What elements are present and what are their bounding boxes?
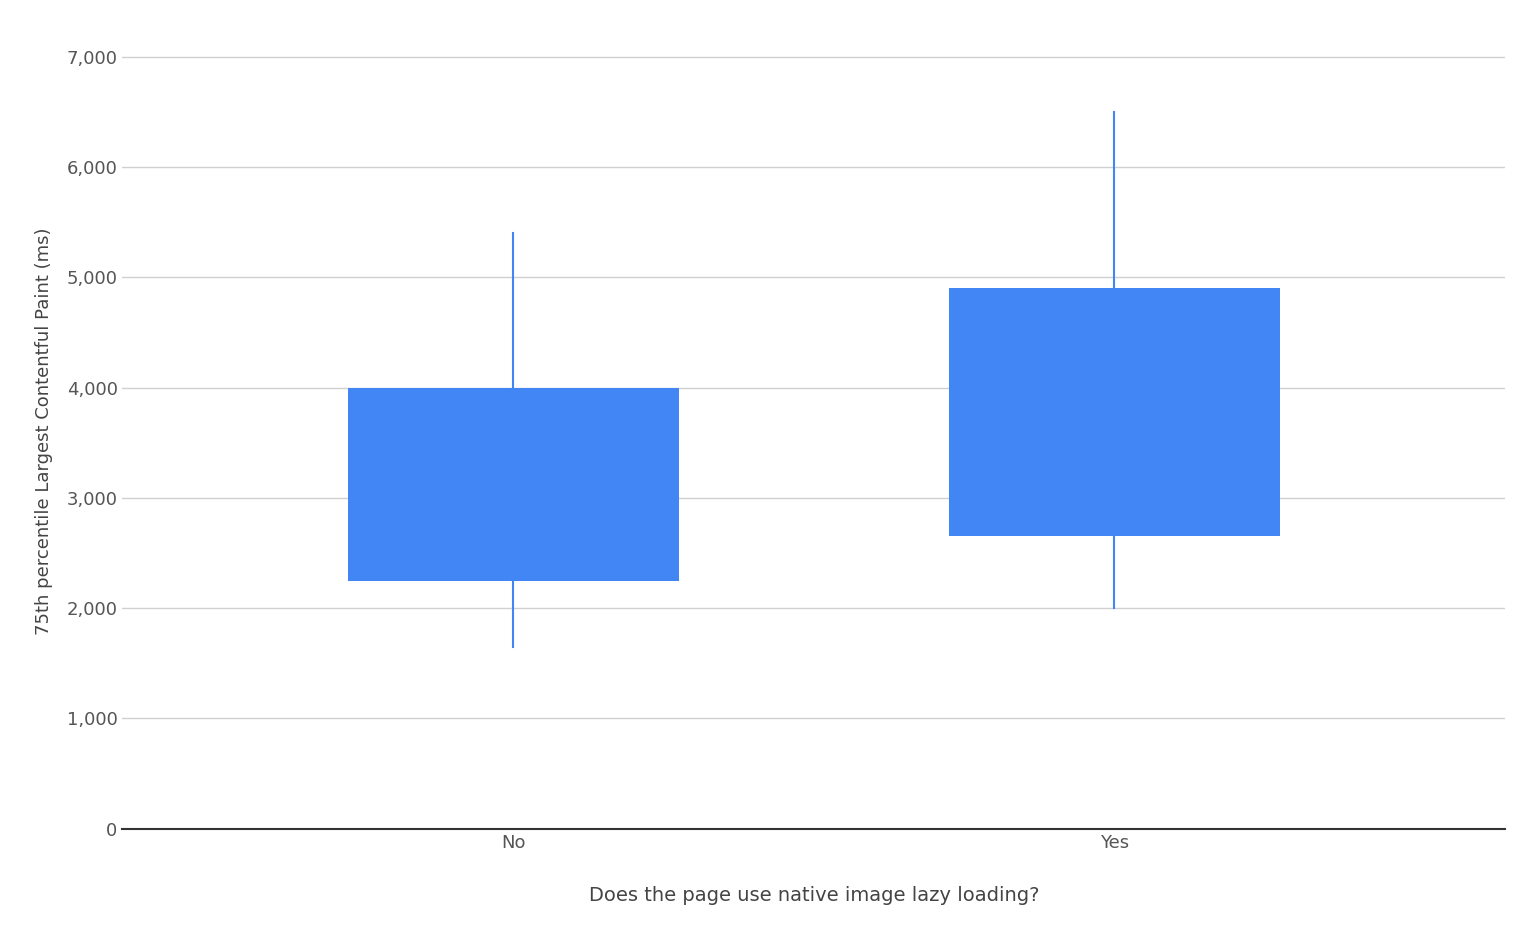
X-axis label: Does the page use native image lazy loading?: Does the page use native image lazy load…	[588, 886, 1040, 905]
Bar	[949, 289, 1280, 537]
Y-axis label: 75th percentile Largest Contentful Paint (ms): 75th percentile Largest Contentful Paint…	[35, 228, 52, 635]
Bar	[348, 387, 679, 581]
